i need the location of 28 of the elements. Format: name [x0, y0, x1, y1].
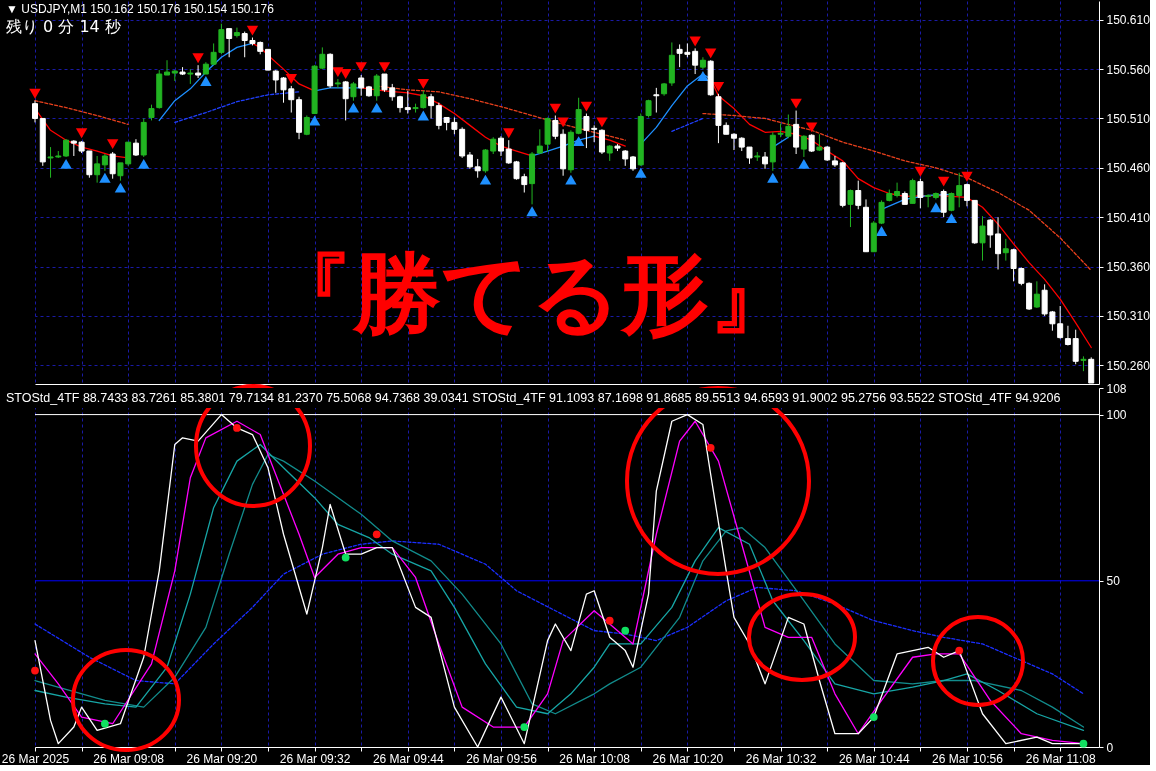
y-tick-label: 100 [1106, 408, 1127, 423]
y-tick-label: 108 [1106, 381, 1127, 396]
x-tick-label: 26 Mar 09:44 [372, 751, 444, 766]
x-tick-label: 26 Mar 09:08 [93, 751, 165, 766]
y-tick-label: 150.410 [1106, 210, 1151, 225]
x-tick-label: 26 Mar 10:08 [559, 751, 631, 766]
y-tick-label: 150.510 [1106, 111, 1151, 126]
x-tick-label: 26 Mar 2025 [1, 751, 70, 766]
x-tick-label: 26 Mar 10:20 [652, 751, 724, 766]
x-tick-label: 26 Mar 09:32 [279, 751, 351, 766]
x-tick-label: 26 Mar 09:20 [186, 751, 258, 766]
x-tick-label: 26 Mar 10:32 [745, 751, 817, 766]
y-tick-label: 150.260 [1106, 358, 1151, 373]
chart-title: STOStd_4TF 88.7433 83.7261 85.3801 79.7134 81.2370 75.5068 94.7368 39.0341 STOStd_4TF 91.1093 87.1698 91.8685 89.5513 94.6593 91.9002 95.2756 93.5522 STOStd_4TF 94.9206 [6, 391, 1061, 405]
annotation: 『勝てる形』 [265, 242, 797, 345]
y-tick-label: 150.460 [1106, 161, 1151, 176]
x-tick-label: 26 Mar 11:08 [1025, 751, 1096, 766]
y-tick-label: 0 [1106, 740, 1114, 755]
x-tick-label: 26 Mar 10:44 [838, 751, 910, 766]
y-tick-label: 150.560 [1106, 62, 1151, 77]
x-tick-label: 26 Mar 10:56 [932, 751, 1004, 766]
y-tick-label: 50 [1106, 574, 1121, 589]
y-tick-label: 150.310 [1106, 309, 1151, 324]
y-tick-label: 150.360 [1106, 260, 1151, 275]
x-tick-label: 26 Mar 09:56 [466, 751, 538, 766]
y-tick-label: 150.610 [1106, 13, 1151, 28]
chart-title: ▼ USDJPY,M1 150.162 150.176 150.154 150.176 [6, 2, 275, 16]
text: 残り 0 分 14 秒 [6, 17, 121, 36]
